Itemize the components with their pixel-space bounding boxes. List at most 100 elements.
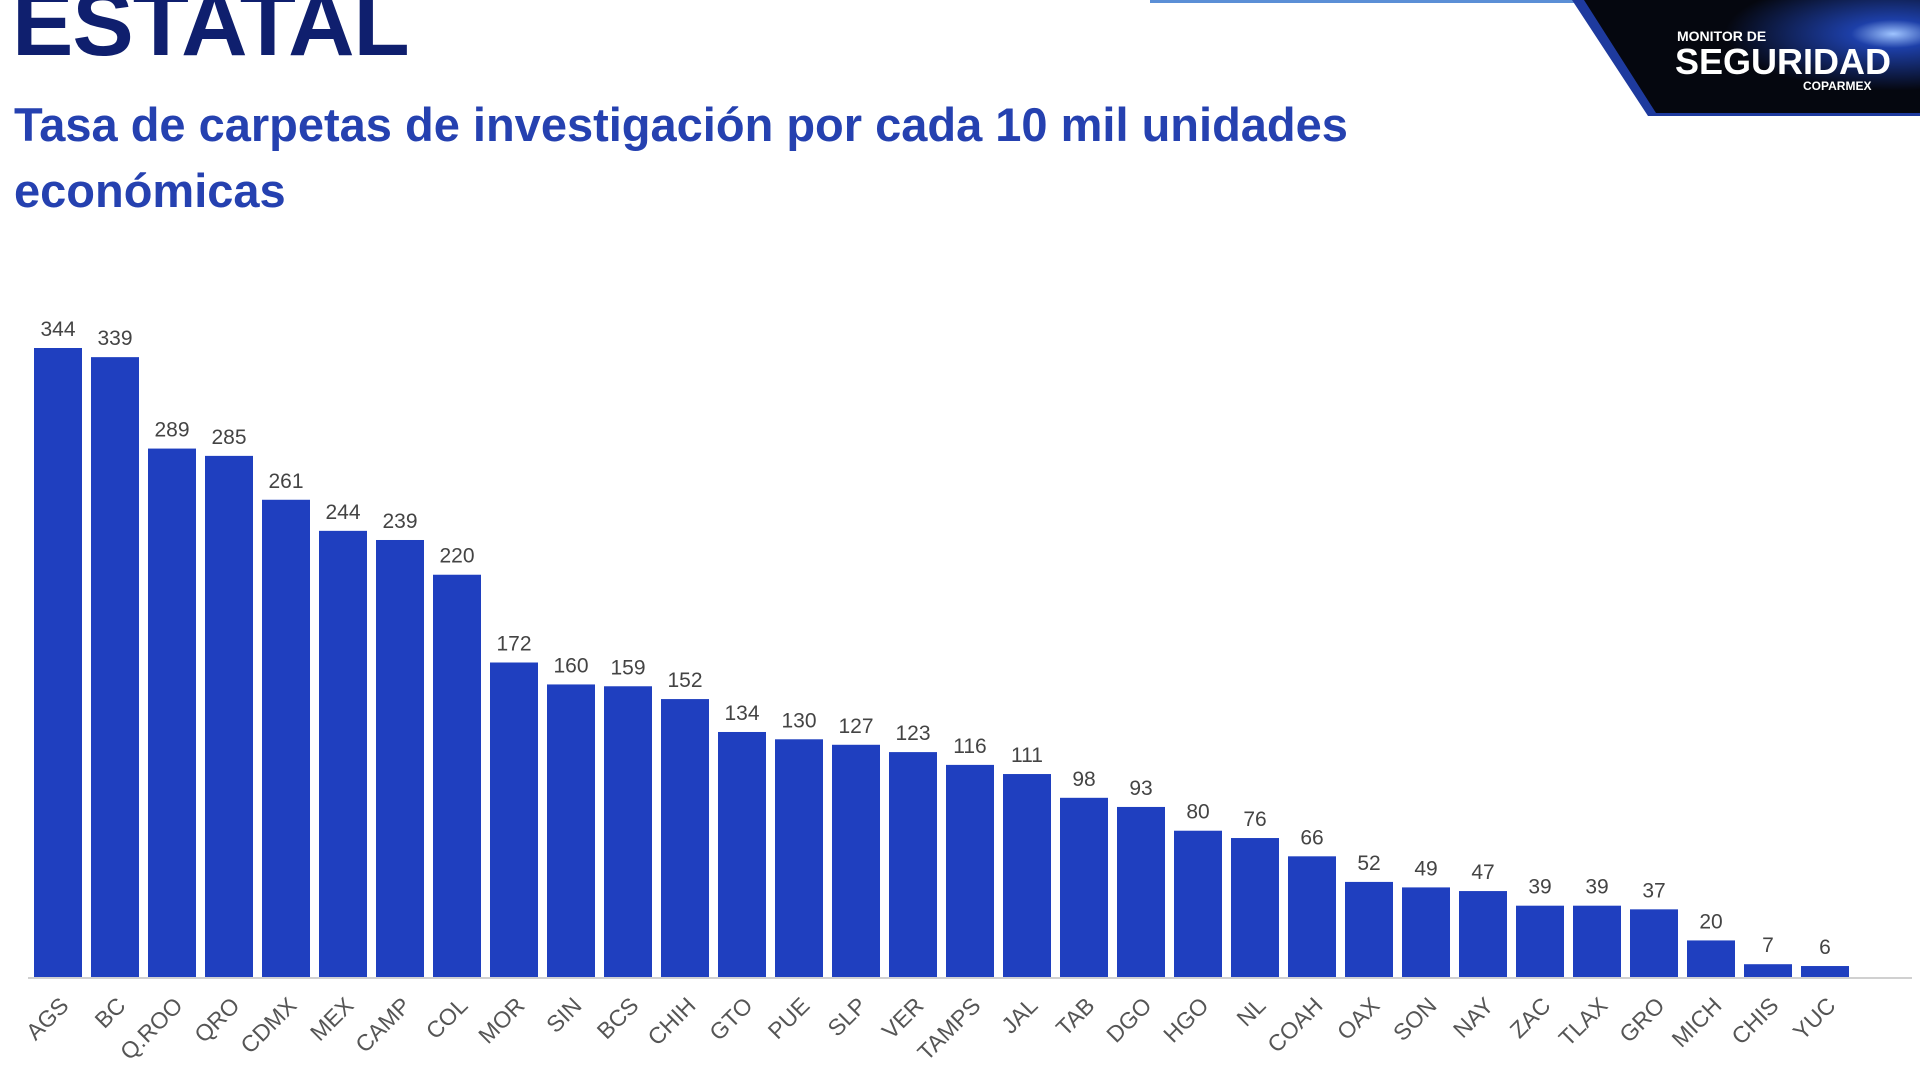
bar-nl	[1231, 838, 1279, 977]
bar-oax	[1345, 881, 1393, 977]
bar-chis	[1744, 964, 1792, 977]
bar-mich	[1687, 940, 1735, 977]
data-label: 344	[40, 318, 75, 341]
x-tick-label: SON	[1388, 992, 1442, 1046]
data-label: 37	[1642, 879, 1665, 902]
bar-hgo	[1174, 830, 1222, 977]
data-label: 134	[724, 702, 759, 725]
bar-mex	[319, 530, 367, 977]
data-label: 111	[1011, 744, 1043, 767]
x-tick-label: PUE	[763, 992, 815, 1044]
x-tick-label: MOR	[473, 992, 529, 1048]
x-tick-label: COL	[421, 992, 473, 1044]
bar-tab	[1060, 797, 1108, 977]
page-title: ESTATAL	[12, 0, 410, 75]
data-label: 239	[382, 510, 417, 533]
data-label: 285	[211, 426, 246, 449]
bar-ver	[889, 752, 937, 977]
data-label: 80	[1186, 801, 1209, 824]
data-label: 220	[439, 545, 474, 568]
bar-son	[1402, 887, 1450, 977]
data-label: 47	[1471, 861, 1494, 884]
data-label: 7	[1762, 934, 1774, 957]
x-tick-label: OAX	[1332, 992, 1385, 1045]
data-label: 289	[154, 419, 189, 442]
x-tick-label: CAMP	[350, 992, 415, 1057]
x-tick-label: BCS	[592, 992, 644, 1044]
bar-qro	[205, 455, 253, 977]
bar-camp	[376, 539, 424, 977]
x-tick-label: DGO	[1101, 992, 1156, 1047]
logo-line2: SEGURIDAD	[1675, 41, 1891, 82]
bar-tamps	[946, 764, 994, 977]
logo-line1: MONITOR DE	[1677, 28, 1766, 44]
bar-yuc	[1801, 966, 1849, 977]
bar-dgo	[1117, 806, 1165, 977]
x-tick-label: CHIH	[642, 992, 700, 1050]
x-tick-label: NAY	[1448, 992, 1499, 1043]
bar-coah	[1288, 856, 1336, 977]
data-label: 172	[496, 633, 531, 656]
data-label: 20	[1699, 910, 1722, 933]
data-label: 39	[1528, 876, 1551, 899]
data-label: 116	[953, 735, 986, 758]
x-tick-label: CHIS	[1726, 992, 1783, 1049]
bar-cdmx	[262, 499, 310, 977]
bar-qroo	[148, 448, 196, 977]
x-tick-label: SIN	[541, 992, 586, 1037]
bar-mor	[490, 662, 538, 977]
x-tick-label: CDMX	[235, 992, 301, 1058]
x-tick-label: COAH	[1262, 992, 1327, 1057]
data-label: 152	[667, 669, 702, 692]
bar-bcs	[604, 686, 652, 977]
bar-nay	[1459, 891, 1507, 977]
x-tick-label: AGS	[21, 992, 74, 1045]
x-tick-label: ZAC	[1505, 992, 1556, 1043]
data-label: 130	[781, 709, 816, 732]
x-tick-label: BC	[90, 992, 131, 1033]
data-label: 98	[1072, 768, 1095, 791]
data-label: 159	[610, 656, 645, 679]
data-label: 6	[1819, 936, 1831, 959]
data-label: 76	[1243, 808, 1266, 831]
x-tick-label: TAMPS	[912, 992, 985, 1065]
x-tick-label: TAB	[1051, 992, 1100, 1041]
x-tick-label: VER	[877, 992, 929, 1044]
bar-chih	[661, 699, 709, 977]
data-label: 52	[1357, 852, 1380, 875]
bar-ags	[34, 348, 82, 977]
x-tick-label: JAL	[996, 992, 1043, 1039]
x-tick-label: NL	[1231, 992, 1270, 1031]
data-label: 261	[268, 470, 303, 493]
data-label: 39	[1585, 876, 1608, 899]
bar-bc	[91, 357, 139, 977]
bar-col	[433, 574, 481, 977]
x-tick-label: YUC	[1788, 992, 1841, 1045]
header-accent-line	[1150, 0, 1580, 3]
x-tick-label: GTO	[704, 992, 757, 1045]
x-tick-label: MICH	[1667, 992, 1727, 1052]
bar-jal	[1003, 774, 1051, 977]
logo-line3: COPARMEX	[1803, 79, 1871, 93]
data-label: 160	[553, 654, 588, 677]
monitor-de-seguridad-logo: MONITOR DE SEGURIDAD COPARMEX	[1572, 0, 1920, 116]
bar-tlax	[1573, 905, 1621, 977]
x-tick-label: HGO	[1158, 992, 1213, 1047]
data-label: 127	[838, 715, 873, 738]
data-label: 123	[895, 722, 930, 745]
data-label: 244	[325, 501, 360, 524]
data-label: 93	[1129, 777, 1152, 800]
bar-gro	[1630, 909, 1678, 977]
bar-sin	[547, 684, 595, 977]
x-tick-label: GRO	[1614, 992, 1669, 1047]
data-label: 49	[1414, 857, 1437, 880]
bar-slp	[832, 744, 880, 977]
bar-gto	[718, 731, 766, 977]
data-label: 339	[97, 327, 132, 350]
x-tick-label: TLAX	[1553, 992, 1612, 1051]
bar-pue	[775, 739, 823, 977]
data-label: 66	[1300, 826, 1323, 849]
chart-subtitle: Tasa de carpetas de investigación por ca…	[14, 98, 1348, 217]
x-tick-label: SLP	[822, 992, 871, 1041]
